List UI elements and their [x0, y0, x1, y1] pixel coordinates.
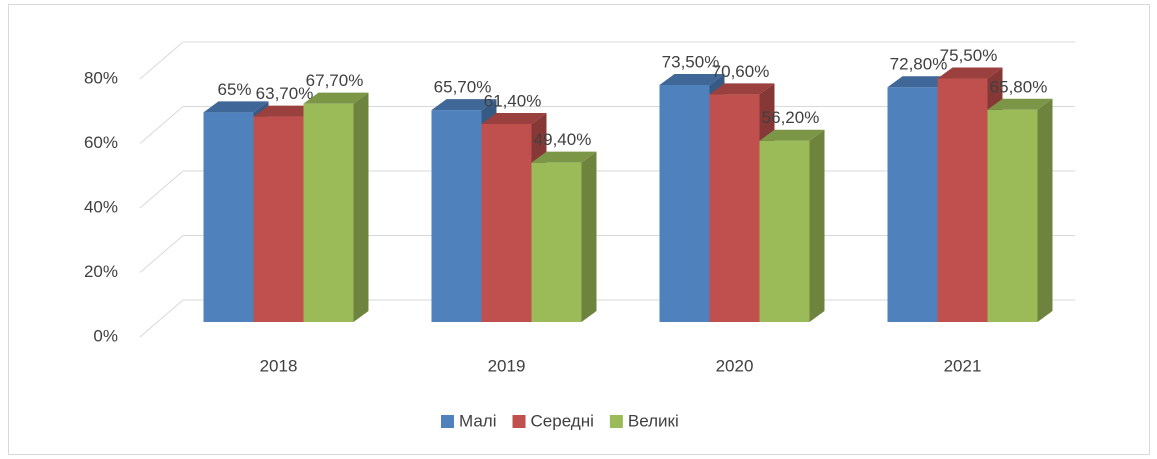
- bar-front: [431, 110, 482, 323]
- y-tick-label: 60%: [84, 133, 118, 152]
- bar-top: [531, 151, 597, 163]
- y-tick-label: 20%: [84, 262, 118, 281]
- bar-front: [759, 140, 810, 322]
- data-label: 75,50%: [940, 46, 998, 65]
- bar-side: [1037, 98, 1053, 322]
- bar-side: [353, 92, 369, 322]
- bar-front: [481, 123, 532, 322]
- bar-top: [253, 105, 319, 117]
- bar: [987, 98, 1053, 322]
- data-label: 49,40%: [534, 130, 592, 149]
- bar-side: [809, 129, 825, 322]
- data-label: 72,80%: [890, 55, 948, 74]
- x-tick-label: 2018: [260, 356, 298, 375]
- x-tick-label: 2019: [488, 356, 526, 375]
- bar-top: [937, 67, 1003, 79]
- bar-top: [987, 98, 1053, 110]
- data-label: 65%: [217, 80, 251, 99]
- legend-swatch: [609, 415, 623, 428]
- bar-top: [303, 92, 369, 104]
- bar-top: [887, 76, 953, 88]
- bar-side: [581, 151, 597, 322]
- legend-label: Великі: [628, 411, 679, 430]
- bar: [759, 129, 825, 322]
- bar-front: [709, 94, 760, 322]
- x-tick-label: 2020: [716, 356, 754, 375]
- legend-swatch: [441, 415, 454, 428]
- bar-front: [887, 87, 938, 322]
- data-label: 63,70%: [256, 84, 314, 103]
- bar-top: [431, 99, 497, 111]
- bar-top: [709, 83, 775, 95]
- bar: [531, 151, 597, 322]
- bar-top: [203, 101, 269, 113]
- bar-front: [203, 112, 254, 322]
- y-tick-label: 40%: [84, 197, 118, 216]
- bar-front: [937, 78, 988, 322]
- bar-front: [531, 162, 582, 322]
- y-tick-label: 80%: [84, 68, 118, 87]
- data-label: 67,70%: [306, 71, 364, 90]
- data-label: 61,40%: [484, 91, 542, 110]
- grid-line: [139, 41, 1075, 80]
- legend-label: Малі: [459, 411, 497, 430]
- bar-front: [303, 103, 354, 322]
- data-label: 56,20%: [762, 108, 820, 127]
- data-label: 70,60%: [712, 62, 770, 81]
- x-tick-label: 2021: [944, 356, 982, 375]
- bar-front: [659, 84, 710, 323]
- bar-front: [253, 116, 304, 322]
- legend-swatch: [512, 415, 526, 428]
- bar-front: [987, 109, 1038, 322]
- y-tick-label: 0%: [93, 326, 118, 345]
- bar-top: [659, 73, 725, 85]
- bar-top: [759, 129, 825, 141]
- data-label: 65,80%: [990, 77, 1048, 96]
- bar-top: [481, 112, 547, 124]
- bar: [303, 92, 369, 322]
- grid-line: [139, 106, 1075, 144]
- data-label: 65,70%: [434, 78, 492, 97]
- data-label: 73,50%: [662, 52, 720, 71]
- legend-label: Середні: [531, 411, 594, 430]
